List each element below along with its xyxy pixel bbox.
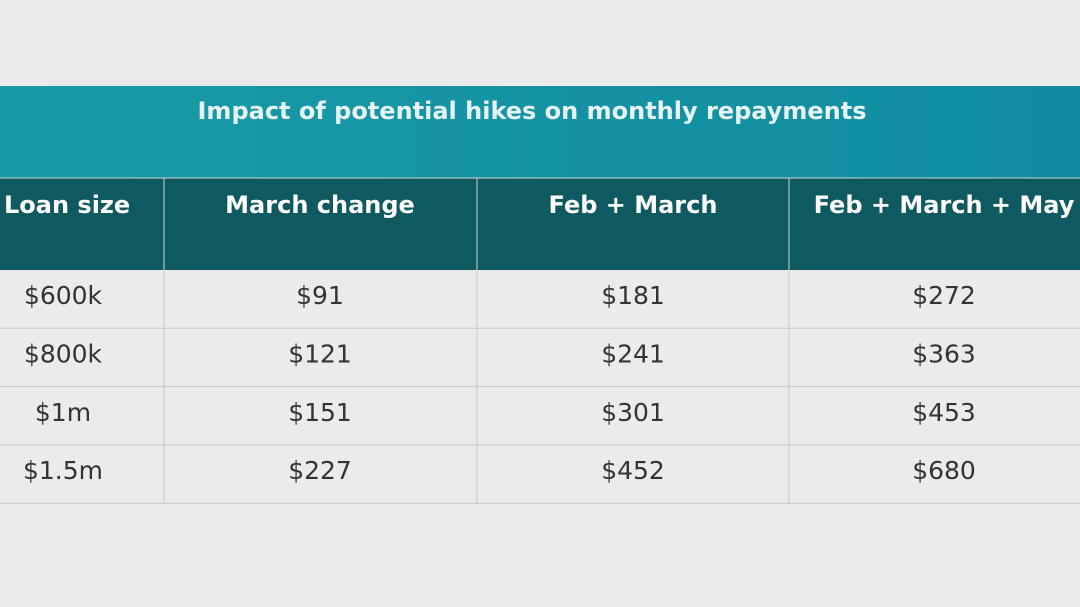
table-cell: $453 — [912, 398, 976, 427]
table-cell: $91 — [296, 281, 344, 310]
table-title: Impact of potential hikes on monthly rep… — [198, 97, 867, 125]
table-cell: $363 — [912, 339, 976, 368]
table-cell: $272 — [912, 281, 976, 310]
table-cell: $600k — [24, 281, 103, 310]
table-cell: $121 — [288, 339, 352, 368]
table-cell: $241 — [601, 339, 665, 368]
table-body: Loan size March change Feb + March Feb + Ma… — [0, 177, 1080, 504]
table-cell: $452 — [601, 456, 665, 485]
table-cell: $301 — [601, 398, 665, 427]
table-cell: $680 — [912, 456, 976, 485]
title-band — [0, 86, 1080, 178]
column-header: March change — [225, 191, 415, 219]
table-cell: $800k — [24, 339, 103, 368]
table-cell: $1m — [35, 398, 91, 427]
table-cell: $1.5m — [23, 456, 103, 485]
table-cell: $227 — [288, 456, 352, 485]
column-header: Feb + March + May — [814, 191, 1075, 219]
header-band — [0, 178, 1080, 270]
column-header: Loan size — [4, 191, 130, 219]
table-cell: $181 — [601, 281, 665, 310]
column-header: Feb + March — [549, 191, 718, 219]
table-cell: $151 — [288, 398, 352, 427]
